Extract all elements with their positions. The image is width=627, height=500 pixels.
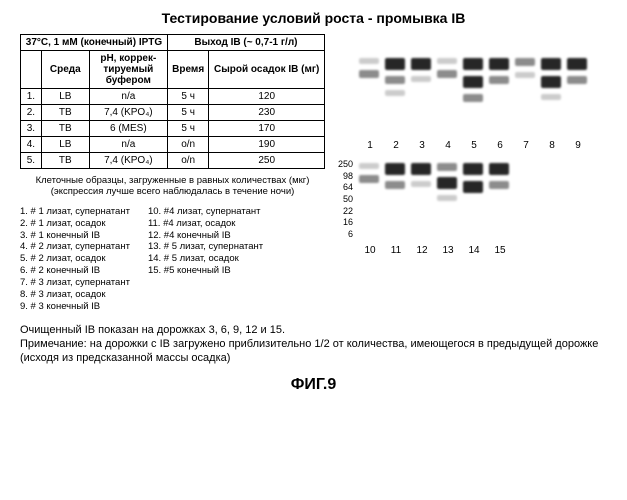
note-1: Очищенный IB показан на дорожках 3, 6, 9… — [20, 323, 607, 337]
table-row: 1.LBn/a5 ч120 — [21, 89, 325, 105]
th-c1: Среда — [41, 51, 89, 89]
legend-left: 1. # 1 лизат, супернатант 2. # 1 лизат, … — [20, 206, 130, 313]
gel-panel-2 — [359, 159, 511, 239]
left-column: 37°C, 1 мМ (конечный) IPTG Выход IB (~ 0… — [20, 34, 325, 313]
table-row: 2.TB7,4 (KPO₄)5 ч230 — [21, 105, 325, 121]
note-2: Примечание: на дорожки с IB загружено пр… — [20, 337, 607, 366]
gel-panel-1 — [359, 54, 589, 134]
th-yield: Выход IB (~ 0,7-1 г/л) — [167, 35, 324, 51]
table-caption: Клеточные образцы, загруженные в равных … — [20, 175, 325, 198]
table-row: 4.LBn/ao/n190 — [21, 137, 325, 153]
lane-legend: 1. # 1 лизат, супернатант 2. # 1 лизат, … — [20, 206, 325, 313]
mw-markers: 250 98 64 50 22 16 6 — [335, 159, 353, 239]
page-title: Тестирование условий роста - промывка IB — [20, 10, 607, 26]
conditions-table: 37°C, 1 мМ (конечный) IPTG Выход IB (~ 0… — [20, 34, 325, 169]
th-c0 — [21, 51, 42, 89]
th-c4: Сырой осадок IB (мг) — [209, 51, 325, 89]
table-row: 5.TB7,4 (KPO₄)o/n250 — [21, 153, 325, 169]
th-c2: pH, коррек- тируемый буфером — [89, 51, 167, 89]
table-row: 3.TB6 (MES)5 ч170 — [21, 121, 325, 137]
bottom-notes: Очищенный IB показан на дорожках 3, 6, 9… — [20, 323, 607, 366]
gel-column: 1 2 3 4 5 6 7 8 9 250 98 64 50 — [335, 34, 615, 313]
th-iptg: 37°C, 1 мМ (конечный) IPTG — [21, 35, 168, 51]
th-c3: Время — [167, 51, 208, 89]
figure-label: ФИГ.9 — [20, 376, 607, 394]
legend-right: 10. #4 лизат, супернатант 11. #4 лизат, … — [148, 206, 263, 313]
gel-image: 1 2 3 4 5 6 7 8 9 250 98 64 50 — [335, 54, 615, 256]
